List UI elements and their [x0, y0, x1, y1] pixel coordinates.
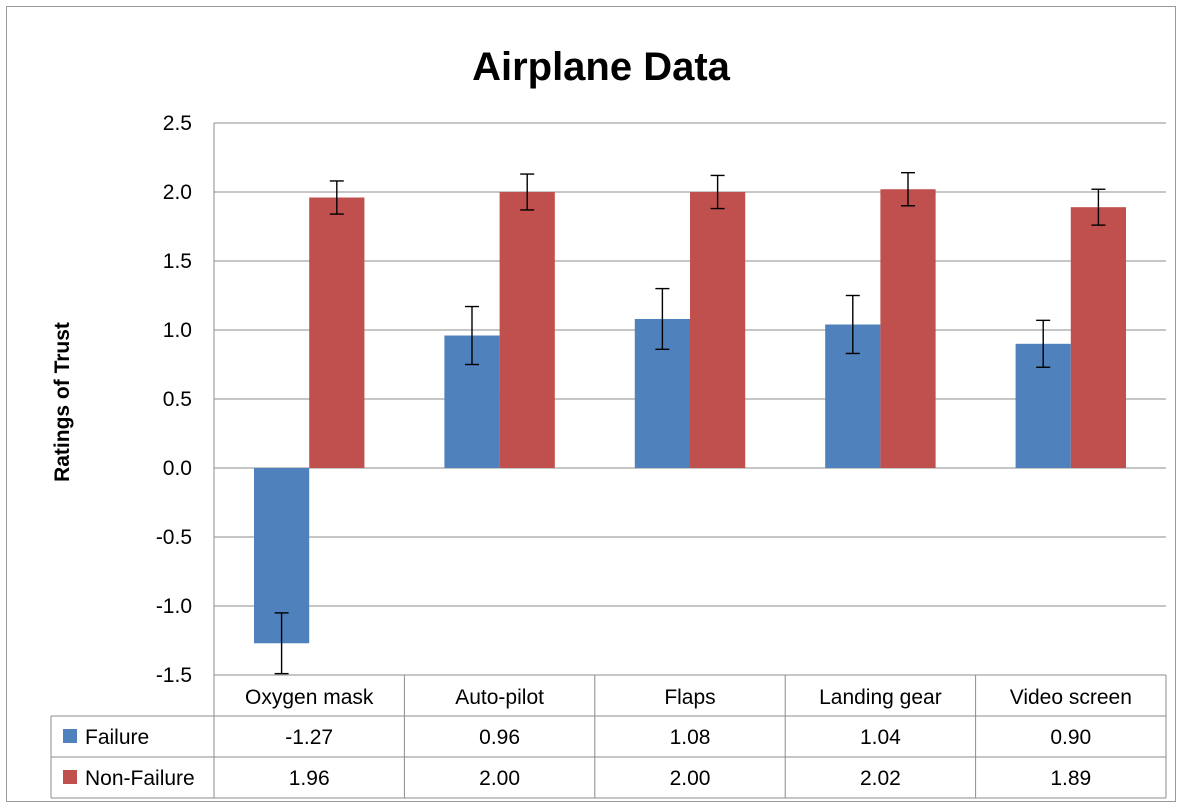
legend-label: Failure [85, 726, 149, 749]
bars-layer [253, 189, 1127, 644]
y-tick-label: 1.0 [163, 319, 192, 342]
table-value: 2.00 [670, 767, 711, 790]
bar-non-failure [499, 192, 555, 468]
y-tick-label: -1.5 [156, 664, 192, 687]
y-tick-label: -1.0 [156, 595, 192, 618]
table-value: 1.04 [860, 726, 901, 749]
table-value: 1.89 [1050, 767, 1091, 790]
y-tick-label: 2.5 [163, 112, 192, 135]
legend-label: Non-Failure [85, 767, 195, 790]
error-bars-layer [274, 171, 1106, 675]
y-tick-label: 1.5 [163, 250, 192, 273]
y-ticks-layer: 2.5 2.0 1.5 1.0 0.5 0.0 -0.5 -1.0 -1.5 [156, 112, 192, 687]
chart-frame: Airplane Data Ratings of Trust 2.5 2.0 1.5… [6, 6, 1176, 802]
y-tick-label: -0.5 [156, 526, 192, 549]
bar-non-failure [690, 192, 746, 468]
table-value: 1.08 [670, 726, 711, 749]
category-label: Oxygen mask [245, 686, 374, 709]
table-value: 0.90 [1050, 726, 1091, 749]
y-tick-label: 2.0 [163, 181, 192, 204]
table-value: 2.00 [479, 767, 520, 790]
chart-svg: Airplane Data Ratings of Trust 2.5 2.0 1.5… [50, 45, 1167, 799]
chart-title: Airplane Data [472, 45, 731, 89]
legend-swatch-failure [63, 729, 77, 743]
data-table: Oxygen mask Auto-pilot Flaps Landing gear Vi… [50, 674, 1167, 799]
category-label: Auto-pilot [455, 686, 544, 709]
category-label: Landing gear [819, 686, 942, 709]
legend-swatch-non-failure [63, 770, 77, 784]
bar-non-failure [1070, 207, 1127, 468]
table-value: 2.02 [860, 767, 901, 790]
bar-non-failure [309, 197, 365, 468]
y-tick-label: 0.5 [163, 388, 192, 411]
table-value: 1.96 [289, 767, 330, 790]
table-value: -1.27 [285, 726, 333, 749]
y-axis-label: Ratings of Trust [51, 322, 74, 482]
category-label: Flaps [664, 686, 715, 709]
bar-non-failure [880, 189, 936, 469]
table-value: 0.96 [479, 726, 520, 749]
y-tick-label: 0.0 [163, 457, 192, 480]
category-label: Video screen [1010, 686, 1132, 709]
